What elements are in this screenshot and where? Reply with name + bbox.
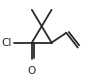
Text: O: O — [28, 66, 36, 76]
Text: Cl: Cl — [2, 38, 12, 48]
